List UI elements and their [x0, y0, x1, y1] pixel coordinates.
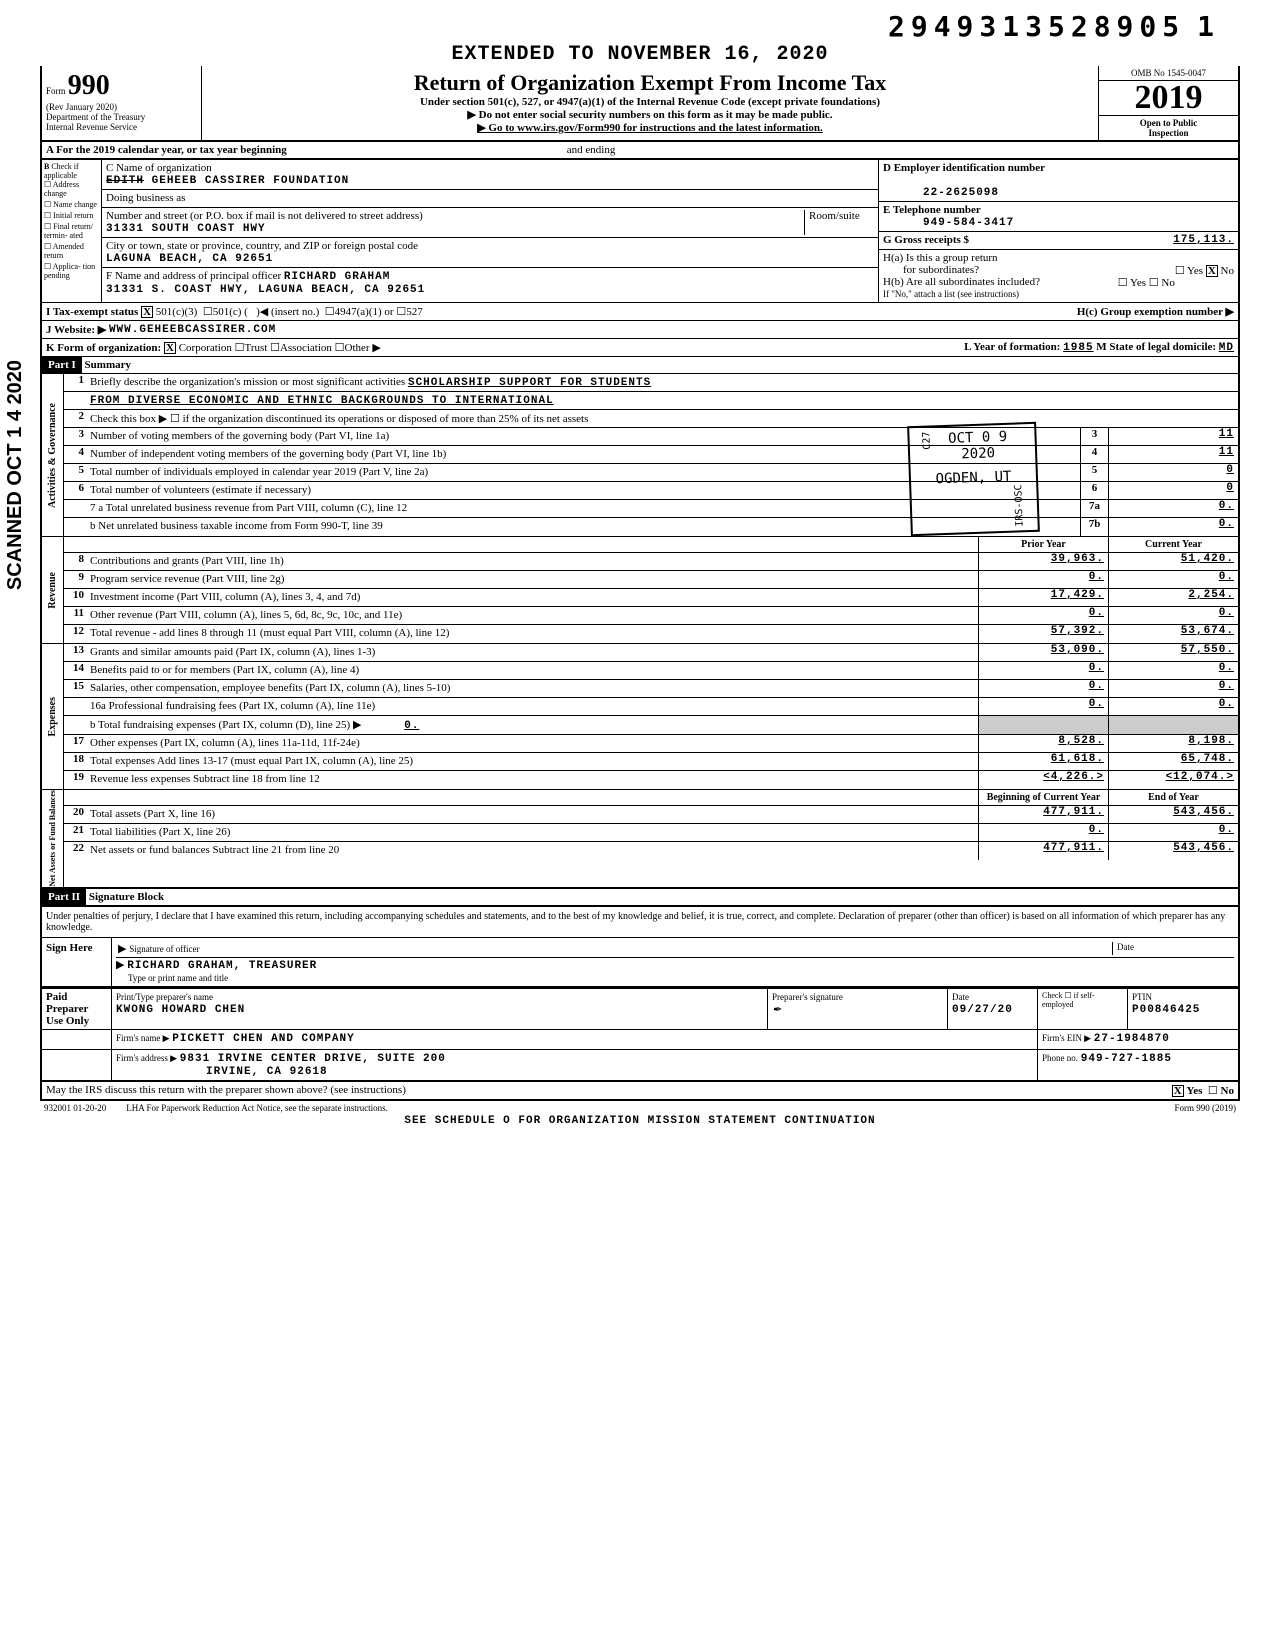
signature-block: Under penalties of perjury, I declare th…	[40, 906, 1240, 989]
tax-year-row: A For the 2019 calendar year, or tax yea…	[40, 142, 1240, 160]
expenses-section: Expenses 13Grants and similar amounts pa…	[40, 643, 1240, 789]
netassets-section: Net Assets or Fund Balances Beginning of…	[40, 789, 1240, 889]
form-title: Return of Organization Exempt From Incom…	[210, 70, 1090, 96]
footer: 932001 01-20-20 LHA For Paperwork Reduct…	[40, 1101, 1240, 1115]
tax-exempt-status: I Tax-exempt status X 501(c)(3) ☐ 501(c)…	[40, 303, 1240, 321]
scanned-stamp: SCANNED OCT 1 4 2020	[4, 360, 27, 590]
revenue-section: Revenue Prior YearCurrent Year 8Contribu…	[40, 536, 1240, 643]
irs-received-stamp: C27 OCT 0 9 2020 OGDEN, UT IRS-OSC	[907, 422, 1040, 537]
may-irs-discuss: May the IRS discuss this return with the…	[40, 1082, 1240, 1101]
part2-header: Part II Signature Block	[40, 889, 1240, 906]
identification-block: B Check if applicable ☐ Address change ☐…	[40, 160, 1240, 303]
form-of-org-row: K Form of organization: X Corporation ☐ …	[40, 339, 1240, 357]
governance-section: Activities & Governance 1Briefly describ…	[40, 374, 1240, 536]
website-row: J Website: ▶ WWW.GEHEEBCASSIRER.COM	[40, 321, 1240, 339]
form-header: Form 990 (Rev January 2020) Department o…	[40, 66, 1240, 142]
paid-preparer-block: PaidPreparerUse Only Print/Type preparer…	[40, 989, 1240, 1082]
part1-header: Part I Summary	[40, 357, 1240, 374]
barcode-number: 29493135289051	[40, 10, 1240, 43]
extension-notice: EXTENDED TO NOVEMBER 16, 2020	[40, 43, 1240, 66]
footer-continuation: SEE SCHEDULE O FOR ORGANIZATION MISSION …	[40, 1115, 1240, 1127]
